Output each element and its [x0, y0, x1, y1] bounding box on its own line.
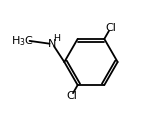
Text: H$_3$C: H$_3$C	[11, 34, 34, 48]
Text: Cl: Cl	[105, 23, 116, 33]
Text: N: N	[48, 39, 57, 49]
Text: H: H	[53, 34, 60, 43]
Text: Cl: Cl	[66, 91, 77, 101]
